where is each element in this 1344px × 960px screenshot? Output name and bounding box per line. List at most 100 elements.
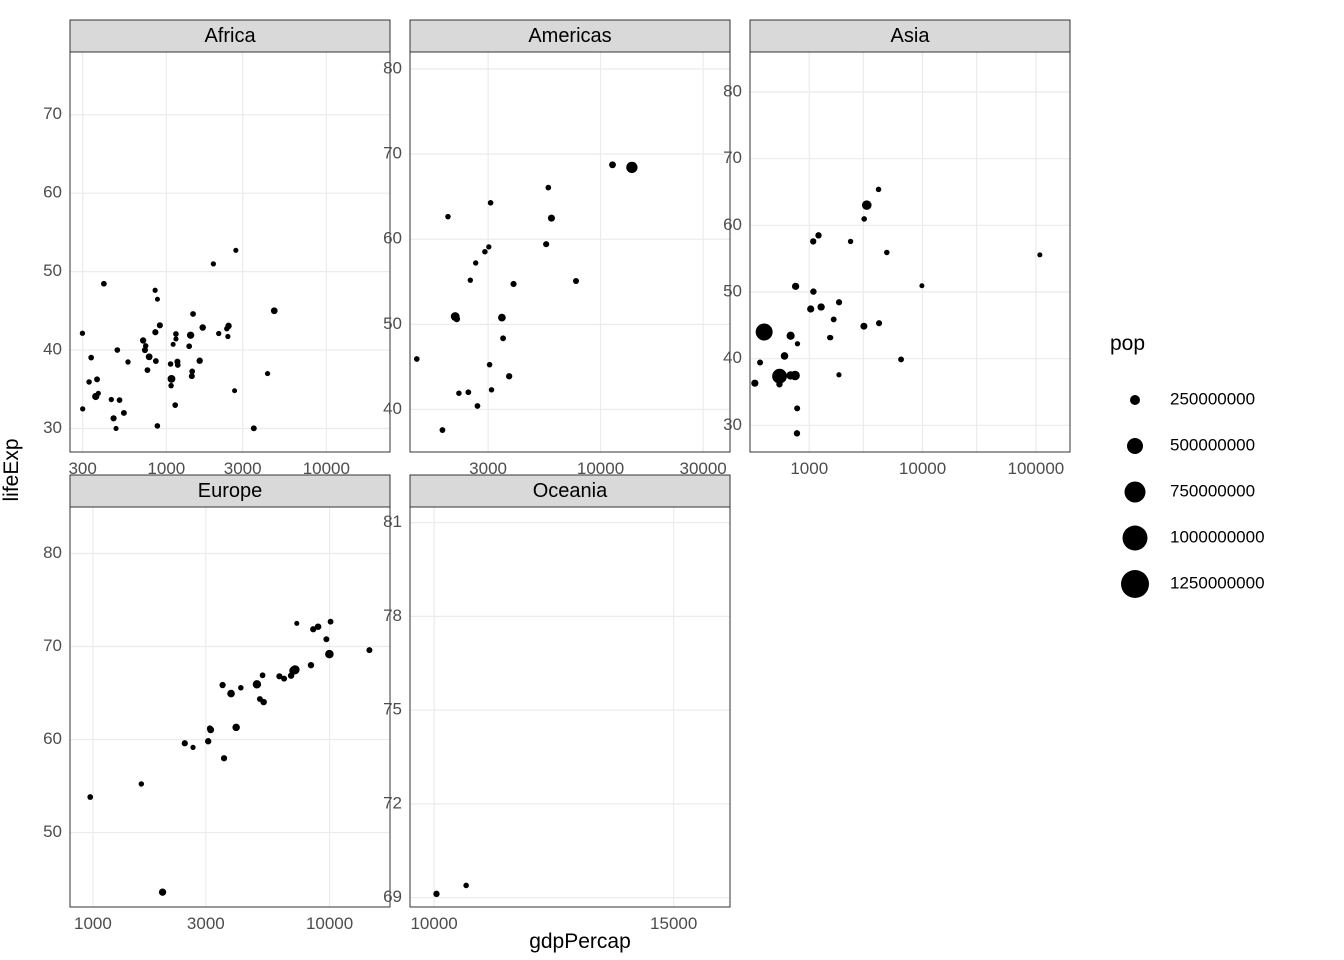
data-point bbox=[548, 215, 555, 222]
data-point bbox=[884, 250, 889, 255]
data-point bbox=[187, 332, 194, 339]
data-point bbox=[919, 283, 924, 288]
data-point bbox=[757, 360, 763, 366]
y-tick-label: 60 bbox=[43, 729, 62, 748]
chart-container: lifeExpgdpPercapAfrica300100030001000030… bbox=[0, 0, 1344, 960]
data-point bbox=[573, 278, 579, 284]
data-point bbox=[232, 724, 239, 731]
y-tick-label: 78 bbox=[383, 606, 402, 625]
data-point bbox=[836, 299, 842, 305]
data-point bbox=[489, 387, 494, 392]
x-tick-label: 1000 bbox=[790, 459, 828, 478]
y-tick-label: 70 bbox=[383, 144, 402, 163]
data-point bbox=[186, 343, 192, 349]
data-point bbox=[498, 314, 506, 322]
y-tick-label: 30 bbox=[723, 415, 742, 434]
legend-label: 750000000 bbox=[1170, 481, 1255, 500]
y-axis-label: lifeExp bbox=[0, 438, 23, 501]
data-point bbox=[121, 410, 127, 416]
facet-panel bbox=[750, 52, 1070, 452]
y-tick-label: 50 bbox=[43, 261, 62, 280]
data-point bbox=[308, 662, 314, 668]
data-point bbox=[157, 322, 163, 328]
legend-marker bbox=[1125, 482, 1146, 503]
x-axis-label: gdpPercap bbox=[529, 930, 631, 953]
legend-marker bbox=[1123, 526, 1148, 551]
data-point bbox=[101, 281, 107, 287]
data-point bbox=[142, 347, 148, 353]
data-point bbox=[94, 376, 100, 382]
facet-panel bbox=[410, 507, 730, 907]
data-point bbox=[257, 696, 263, 702]
data-point bbox=[836, 372, 841, 377]
data-point bbox=[328, 619, 334, 625]
data-point bbox=[366, 647, 372, 653]
data-point bbox=[794, 430, 800, 436]
data-point bbox=[543, 241, 549, 247]
y-tick-label: 70 bbox=[723, 148, 742, 167]
facet-title: Africa bbox=[204, 25, 256, 47]
y-tick-label: 40 bbox=[723, 348, 742, 367]
data-point bbox=[861, 216, 867, 222]
data-point bbox=[475, 403, 481, 409]
data-point bbox=[876, 320, 882, 326]
data-point bbox=[182, 740, 188, 746]
data-point bbox=[168, 375, 176, 383]
data-point bbox=[190, 311, 196, 317]
data-point bbox=[168, 383, 173, 388]
data-point bbox=[815, 232, 821, 238]
data-point bbox=[500, 335, 506, 341]
y-tick-label: 40 bbox=[43, 340, 62, 359]
data-point bbox=[473, 260, 478, 265]
data-point bbox=[463, 883, 469, 889]
data-point bbox=[92, 393, 99, 400]
data-point bbox=[445, 214, 451, 220]
data-point bbox=[898, 357, 904, 363]
data-point bbox=[414, 356, 420, 362]
data-point bbox=[114, 347, 120, 353]
data-point bbox=[225, 334, 230, 339]
data-point bbox=[294, 621, 299, 626]
legend-marker bbox=[1121, 570, 1149, 598]
data-point bbox=[310, 626, 316, 632]
data-point bbox=[253, 680, 261, 688]
data-point bbox=[155, 297, 160, 302]
legend-marker bbox=[1127, 438, 1143, 454]
data-point bbox=[781, 352, 789, 360]
data-point bbox=[482, 249, 487, 254]
data-point bbox=[810, 288, 816, 294]
x-tick-label: 10000 bbox=[899, 459, 946, 478]
y-tick-label: 50 bbox=[723, 281, 742, 300]
facet-title: Europe bbox=[198, 480, 263, 502]
data-point bbox=[486, 244, 491, 249]
data-point bbox=[290, 665, 299, 674]
data-point bbox=[146, 353, 153, 360]
y-tick-label: 60 bbox=[383, 229, 402, 248]
y-tick-label: 80 bbox=[383, 59, 402, 78]
data-point bbox=[831, 317, 837, 323]
y-tick-label: 81 bbox=[383, 512, 402, 531]
x-tick-label: 10000 bbox=[410, 914, 457, 933]
data-point bbox=[109, 397, 114, 402]
data-point bbox=[456, 390, 462, 396]
data-point bbox=[205, 738, 211, 744]
facet-title: Americas bbox=[528, 25, 611, 47]
data-point bbox=[233, 248, 238, 253]
data-point bbox=[87, 794, 93, 800]
data-point bbox=[323, 636, 329, 642]
data-point bbox=[199, 324, 205, 330]
data-point bbox=[487, 362, 493, 368]
y-tick-label: 60 bbox=[723, 215, 742, 234]
data-point bbox=[325, 650, 334, 659]
facet-panel bbox=[70, 507, 390, 907]
data-point bbox=[545, 185, 551, 191]
data-point bbox=[152, 329, 158, 335]
data-point bbox=[173, 336, 178, 341]
data-point bbox=[790, 371, 800, 381]
y-tick-label: 70 bbox=[43, 104, 62, 123]
data-point bbox=[219, 682, 225, 688]
legend-label: 500000000 bbox=[1170, 435, 1255, 454]
data-point bbox=[153, 288, 158, 293]
data-point bbox=[260, 672, 266, 678]
data-point bbox=[817, 303, 824, 310]
